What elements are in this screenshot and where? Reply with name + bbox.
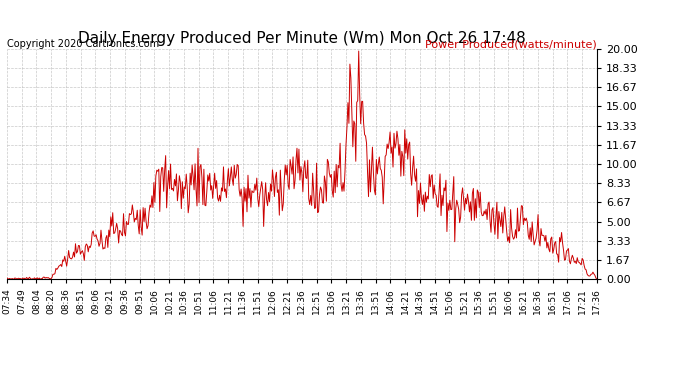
Text: Power Produced(watts/minute): Power Produced(watts/minute) (425, 39, 597, 50)
Text: Copyright 2020 Cartronics.com: Copyright 2020 Cartronics.com (7, 39, 159, 50)
Title: Daily Energy Produced Per Minute (Wm) Mon Oct 26 17:48: Daily Energy Produced Per Minute (Wm) Mo… (78, 31, 526, 46)
